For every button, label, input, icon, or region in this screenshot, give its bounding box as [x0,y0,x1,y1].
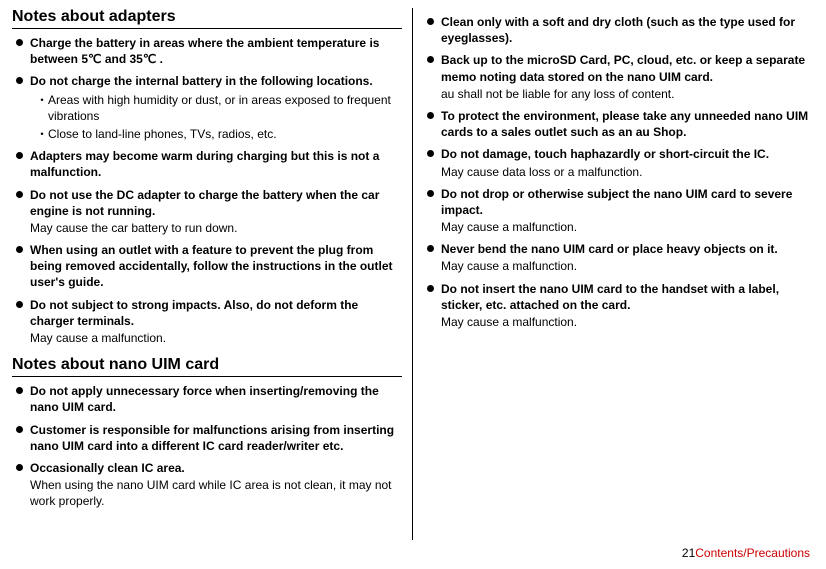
list-item: When using an outlet with a feature to p… [30,242,402,291]
item-sub-text: May cause a malfunction. [441,314,814,330]
item-sub-text: May cause a malfunction. [441,258,814,274]
item-bold-text: To protect the environment, please take … [441,109,808,139]
item-sub-text: May cause data loss or a malfunction. [441,164,814,180]
heading-nano-uim: Notes about nano UIM card [12,356,402,377]
item-bold-text: Charge the battery in areas where the am… [30,36,379,66]
list-item: Occasionally clean IC area. When using th… [30,460,402,510]
item-bold-text: Do not subject to strong impacts. Also, … [30,298,358,328]
page: Notes about adapters Charge the battery … [0,0,826,540]
item-bold-text: Do not drop or otherwise subject the nan… [441,187,792,217]
list-nano-uim-left: Do not apply unnecessary force when inse… [12,383,402,509]
left-column: Notes about adapters Charge the battery … [12,8,413,540]
item-bold-text: Do not insert the nano UIM card to the h… [441,282,779,312]
item-bold-text: Back up to the microSD Card, PC, cloud, … [441,53,805,83]
item-sub-text: May cause the car battery to run down. [30,220,402,236]
list-item: Do not subject to strong impacts. Also, … [30,297,402,347]
page-number: 21 [682,546,695,560]
sub-list-item: Close to land-line phones, TVs, radios, … [36,126,402,142]
item-sub-text: When using the nano UIM card while IC ar… [30,477,402,509]
item-sub-text: May cause a malfunction. [441,219,814,235]
list-item: Clean only with a soft and dry cloth (su… [441,14,814,46]
section-label: Contents/Precautions [695,546,810,560]
list-item: Charge the battery in areas where the am… [30,35,402,67]
list-item: Do not use the DC adapter to charge the … [30,187,402,237]
item-bold-text: Customer is responsible for malfunctions… [30,423,394,453]
item-sub-text: May cause a malfunction. [30,330,402,346]
item-bold-text: Never bend the nano UIM card or place he… [441,242,778,256]
list-item: Back up to the microSD Card, PC, cloud, … [441,52,814,102]
list-item: Never bend the nano UIM card or place he… [441,241,814,274]
item-sub-text: au shall not be liable for any loss of c… [441,86,814,102]
list-nano-uim-right: Clean only with a soft and dry cloth (su… [423,14,814,330]
list-item: Do not charge the internal battery in th… [30,73,402,142]
list-item: Do not damage, touch haphazardly or shor… [441,146,814,179]
item-bold-text: Clean only with a soft and dry cloth (su… [441,15,795,45]
list-adapters: Charge the battery in areas where the am… [12,35,402,346]
list-item: Do not apply unnecessary force when inse… [30,383,402,415]
list-item: Customer is responsible for malfunctions… [30,422,402,454]
sub-list-item: Areas with high humidity or dust, or in … [36,92,402,124]
item-bold-text: Occasionally clean IC area. [30,461,185,475]
list-item: Adapters may become warm during charging… [30,148,402,180]
footer: 21 Contents/Precautions [0,540,826,566]
item-bold-text: Adapters may become warm during charging… [30,149,379,179]
item-bold-text: When using an outlet with a feature to p… [30,243,393,289]
list-item: Do not drop or otherwise subject the nan… [441,186,814,236]
item-bold-text: Do not damage, touch haphazardly or shor… [441,147,769,161]
list-item: To protect the environment, please take … [441,108,814,140]
item-bold-text: Do not charge the internal battery in th… [30,74,373,88]
item-bold-text: Do not apply unnecessary force when inse… [30,384,379,414]
right-column: Clean only with a soft and dry cloth (su… [413,8,814,540]
heading-adapters: Notes about adapters [12,8,402,29]
item-bold-text: Do not use the DC adapter to charge the … [30,188,379,218]
sub-list: Areas with high humidity or dust, or in … [36,92,402,143]
list-item: Do not insert the nano UIM card to the h… [441,281,814,331]
